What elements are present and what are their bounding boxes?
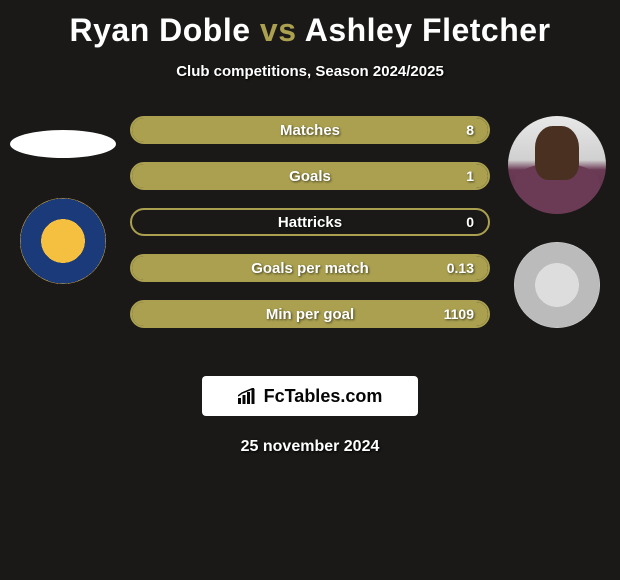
bar-value-right: 0.13 — [447, 260, 474, 276]
stat-bars: Matches8Goals1Hattricks0Goals per match0… — [130, 116, 490, 328]
stat-bar-hattricks: Hattricks0 — [130, 208, 490, 236]
player2-avatar — [508, 116, 606, 214]
subtitle: Club competitions, Season 2024/2025 — [0, 63, 620, 80]
comparison-title: Ryan Doble vs Ashley Fletcher — [0, 0, 620, 49]
player1-avatar — [10, 130, 116, 158]
chart-bars-icon — [238, 388, 258, 404]
player2-club-crest — [514, 242, 600, 328]
player1-club-crest — [20, 198, 106, 284]
vs-separator: vs — [260, 12, 297, 48]
bar-value-right: 8 — [466, 122, 474, 138]
date: 25 november 2024 — [0, 438, 620, 456]
player2-name: Ashley Fletcher — [305, 12, 551, 48]
stat-bar-goals-per-match: Goals per match0.13 — [130, 254, 490, 282]
stat-bar-matches: Matches8 — [130, 116, 490, 144]
right-player-column — [502, 116, 612, 328]
avatar-head — [535, 126, 579, 180]
bar-value-right: 1 — [466, 168, 474, 184]
stat-bar-goals: Goals1 — [130, 162, 490, 190]
bar-label: Goals — [132, 168, 488, 185]
bar-value-right: 1109 — [444, 306, 474, 322]
bar-label: Min per goal — [132, 306, 488, 323]
bar-value-right: 0 — [466, 214, 474, 230]
watermark: FcTables.com — [202, 376, 418, 416]
watermark-text: FcTables.com — [264, 386, 383, 407]
player1-name: Ryan Doble — [69, 12, 250, 48]
left-player-column — [8, 116, 118, 284]
comparison-content: Matches8Goals1Hattricks0Goals per match0… — [0, 116, 620, 376]
stat-bar-min-per-goal: Min per goal1109 — [130, 300, 490, 328]
bar-label: Matches — [132, 122, 488, 139]
bar-label: Hattricks — [132, 214, 488, 231]
bar-label: Goals per match — [132, 260, 488, 277]
